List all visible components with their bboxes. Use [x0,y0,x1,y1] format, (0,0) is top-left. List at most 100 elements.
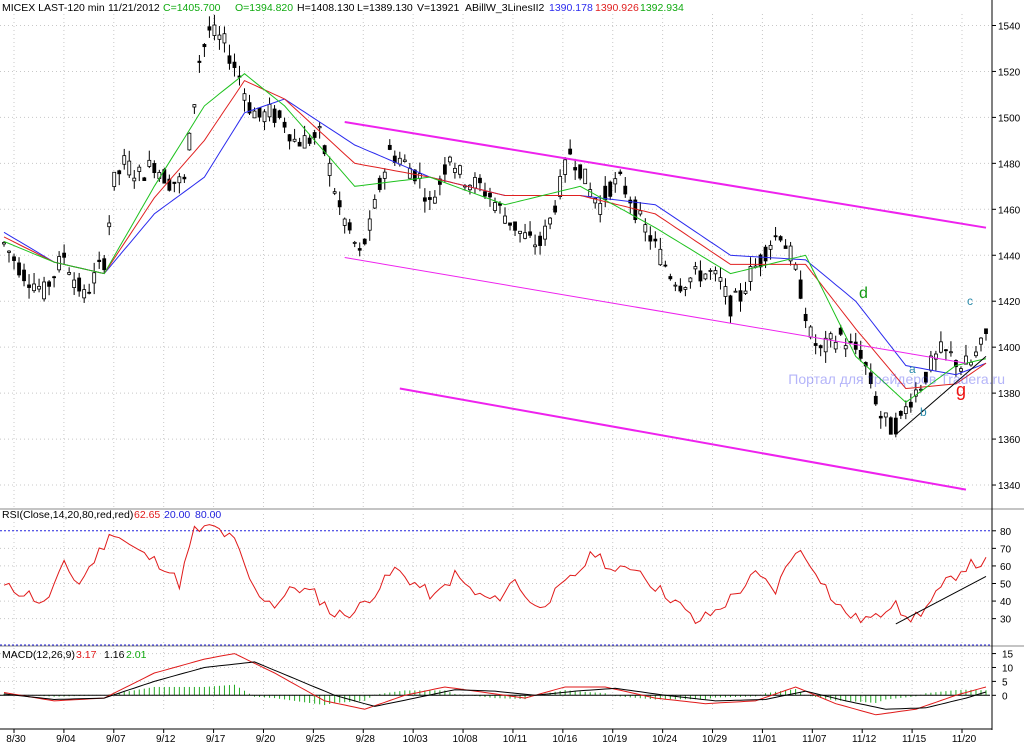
candle-body [658,248,663,266]
candle-body [197,60,202,63]
candle-body [949,351,953,354]
candle-body [663,264,668,267]
rsi-trendline [895,576,987,625]
macd-panel [0,653,990,716]
macd-tick-label: 0 [1002,691,1008,702]
candle-body [908,401,913,408]
candle-body [608,181,613,197]
date-tick-label: 10/19 [602,734,627,745]
candle-body [412,169,417,182]
candle-body [878,415,883,419]
header-val-blue: 1390.178 [549,2,593,14]
candle-body [503,215,507,224]
candle-body [252,110,257,119]
candle-body [723,286,728,297]
candle-body [152,163,157,174]
candle-body [763,246,768,262]
candle-body [2,242,6,245]
candle-body [177,176,182,184]
candle-body [974,351,978,357]
candle-body [833,341,838,350]
watermark: Портал для трейдеров Tradera.ru [788,371,1005,387]
candle-body [7,250,11,253]
candle-body [327,162,332,176]
candle-body [518,230,522,234]
ma-green-line [3,73,987,403]
candle-body [498,203,502,206]
candle-body [302,135,307,149]
candle-body [12,256,16,261]
candle-body [317,126,322,129]
candle-body [543,225,548,240]
trendline [399,387,967,491]
candle-body [142,177,147,181]
date-tick-label: 10/24 [652,734,677,745]
rsi-tick-label: 70 [1000,544,1012,555]
candle-body [347,222,352,231]
price-tick-label: 1360 [998,435,1021,446]
candle-body [77,277,82,292]
date-tick-label: 10/08 [453,734,478,745]
candle-body [853,341,858,350]
date-tick-label: 10/16 [552,734,577,745]
candle-body [132,177,137,182]
candle-body [823,337,828,353]
candle-body [858,349,863,359]
date-tick-label: 9/28 [356,734,376,745]
candle-body [928,355,933,371]
candle-body [282,121,287,128]
candle-body [838,327,843,335]
candle-body [212,24,217,36]
annotation-a: a [909,362,916,376]
candle-body [698,270,703,282]
candle-body [458,165,462,175]
candle-body [818,345,823,349]
candle-body [332,191,337,194]
candle-body [803,313,808,322]
candle-body [192,104,197,108]
candle-body [693,266,698,270]
header-val-green: 1392.934 [640,2,684,14]
date-tick-label: 11/15 [902,734,927,745]
header-val-red: 1390.926 [595,2,639,14]
candle-body [147,159,152,167]
candle-body [47,281,51,287]
header-volume: V=13921 [417,2,459,14]
price-tick-label: 1420 [998,297,1021,308]
candle-body [668,276,673,280]
candle-body [42,281,46,300]
candle-body [613,178,618,185]
candle-body [227,55,232,64]
candle-body [362,238,367,245]
candle-body [933,353,938,360]
candle-body [548,217,553,225]
candle-body [883,412,888,418]
date-axis: 8/30 9/04 9/07 9/12 9/17 9/20 9/25 9/28 10/03 10/… [6,729,977,745]
candle-body [533,244,537,248]
candle-body [593,197,598,204]
candle-body [688,277,693,283]
rsi-label: RSI(Close,14,20,80,red,red) [2,509,133,521]
rsi-tick-label: 30 [1000,615,1012,626]
candle-body [292,138,297,142]
candle-body [939,341,943,353]
candle-body [598,202,603,215]
macd-tick-label: 15 [1002,650,1014,661]
candle-body [984,328,988,334]
price-tick-label: 1340 [998,481,1021,492]
candle-body [397,157,402,165]
candle-body [623,185,628,195]
candle-body [352,241,357,244]
price-tick-label: 1520 [998,67,1021,78]
candle-body [217,34,222,40]
candle-body [578,164,583,179]
candle-body [703,273,708,280]
candle-body [97,259,102,262]
candle-body [954,360,958,368]
candle-body [453,167,457,173]
candle-body [683,287,688,290]
candle-body [267,103,272,118]
candle-body [27,284,31,288]
rsi-line [3,524,987,625]
